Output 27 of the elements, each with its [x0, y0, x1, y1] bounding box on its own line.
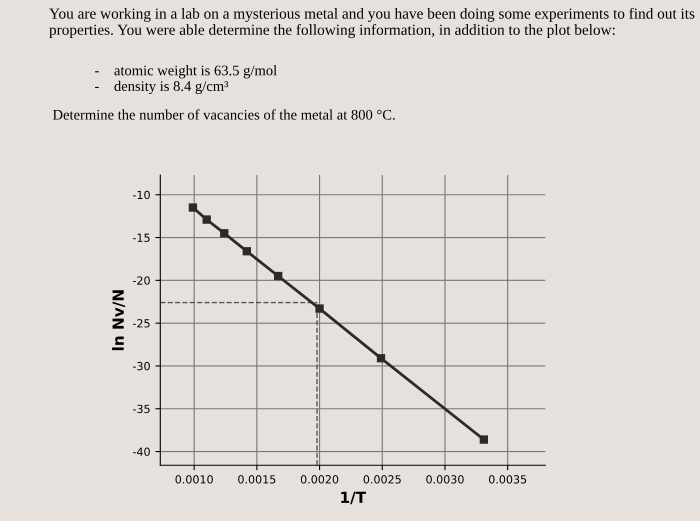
y-tick-label: -25	[132, 319, 150, 328]
text: Determine the number of vacancies of the metal at 800 °C.	[52, 109, 395, 120]
y-tick-label: -20	[132, 276, 150, 285]
point	[188, 203, 198, 212]
point	[376, 354, 386, 362]
y-tick-label: -15	[132, 234, 150, 242]
y-tick-label: -30	[132, 362, 150, 370]
x-tick-label: 0.0030	[426, 475, 464, 484]
x-tick-label: 0.0035	[488, 475, 526, 484]
x-tick-label: 0.0020	[300, 475, 338, 484]
chart-title: You are working in a lab on a mysterious metal and you have been doing some experiments to find out its properties. You were able determine the following information, in addition to the plot below:	[49, 8, 694, 38]
y-tick-label: -10	[132, 190, 150, 200]
point	[202, 215, 211, 224]
point	[220, 229, 228, 238]
y-tick-label: -35	[132, 404, 150, 414]
x-tick-label: 0.0015	[238, 475, 276, 484]
text: - atomic weight is 63.5 g/mol	[95, 65, 277, 78]
text: - density is 8.4 g/cm³	[95, 80, 228, 94]
x-axis-title: 1/T	[341, 492, 366, 504]
x-tick-label: 0.0025	[364, 475, 401, 484]
point	[242, 247, 251, 256]
y-tick-label: -40	[132, 448, 150, 456]
point	[274, 272, 282, 280]
point	[480, 435, 488, 444]
y-axis-title: ln Nv/N	[112, 290, 126, 350]
point	[315, 304, 324, 313]
x-tick-label: 0.0010	[175, 475, 213, 484]
